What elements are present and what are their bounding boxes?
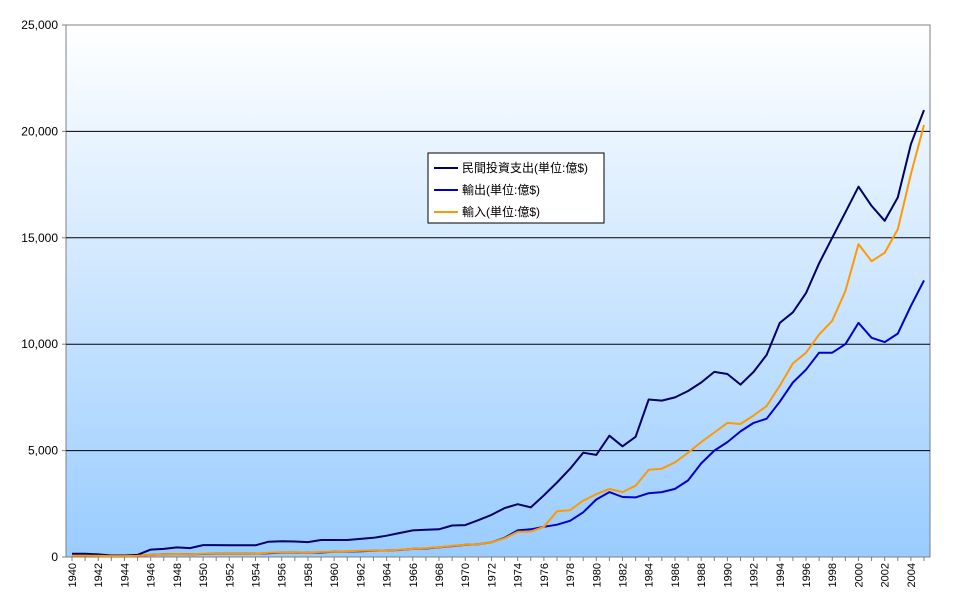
legend: 民間投資支出(単位:億$) 輸出(単位:億$) 輸入(単位:億$) (427, 152, 605, 224)
x-tick-label: 1986 (670, 563, 682, 587)
x-tick-label: 1972 (486, 563, 498, 587)
x-tick-label: 1976 (539, 563, 551, 587)
x-tick-label: 1944 (119, 563, 131, 587)
x-tick-label: 1968 (434, 563, 446, 587)
x-tick-label: 1980 (591, 563, 603, 587)
x-tick-label: 1988 (696, 563, 708, 587)
series-line-0 (72, 109, 925, 557)
x-tick-label: 1962 (355, 563, 367, 587)
x-tick-label: 2002 (880, 563, 892, 587)
x-tick-label: 1948 (172, 563, 184, 587)
x-tick-label: 1958 (303, 563, 315, 587)
x-tick-label: 1998 (827, 563, 839, 587)
x-tick-label: 1974 (513, 563, 525, 587)
y-tick-label: 10,000 (21, 337, 58, 351)
x-tick-label: 1984 (644, 563, 656, 587)
x-tick-label: 1970 (460, 563, 472, 587)
x-tick-label: 1992 (749, 563, 761, 587)
x-tick-label: 1940 (67, 563, 79, 587)
y-tick-label: 15,000 (21, 231, 58, 245)
series-lines (72, 109, 925, 558)
x-tick-label: 1964 (382, 563, 394, 587)
y-axis: 0 5,000 10,000 15,000 20,000 25,000 (21, 18, 66, 564)
y-tick-label: 0 (51, 550, 58, 564)
x-tick-label: 1990 (722, 563, 734, 587)
x-tick-label: 1996 (801, 563, 813, 587)
x-tick-label: 1966 (408, 563, 420, 587)
x-tick-label: 1956 (277, 563, 289, 587)
x-tick-label: 1978 (565, 563, 577, 587)
x-tick-label: 1950 (198, 563, 210, 587)
gridlines (66, 130, 930, 452)
legend-label: 輸入(単位:億$) (462, 204, 540, 219)
x-tick-label: 2004 (906, 563, 918, 587)
x-tick-label: 1960 (329, 563, 341, 587)
x-tick-label: 1994 (775, 563, 787, 587)
x-tick-label: 1954 (251, 563, 263, 587)
y-tick-label: 20,000 (21, 124, 58, 138)
y-tick-label: 25,000 (21, 18, 58, 32)
x-tick-label: 1952 (224, 563, 236, 587)
series-line-2 (72, 124, 925, 558)
y-tick-label: 5,000 (28, 444, 58, 458)
legend-label: 輸出(単位:億$) (462, 182, 540, 197)
x-tick-label: 1946 (146, 563, 158, 587)
x-tick-label: 2000 (853, 563, 865, 587)
x-tick-label: 1942 (93, 563, 105, 587)
x-tick-label: 1982 (618, 563, 630, 587)
plot-area (65, 24, 931, 558)
legend-label: 民間投資支出(単位:億$) (462, 160, 588, 175)
x-axis: 1940 1942 1944 1946 1948 1950 1952 1954 1956 1958… (66, 556, 930, 587)
